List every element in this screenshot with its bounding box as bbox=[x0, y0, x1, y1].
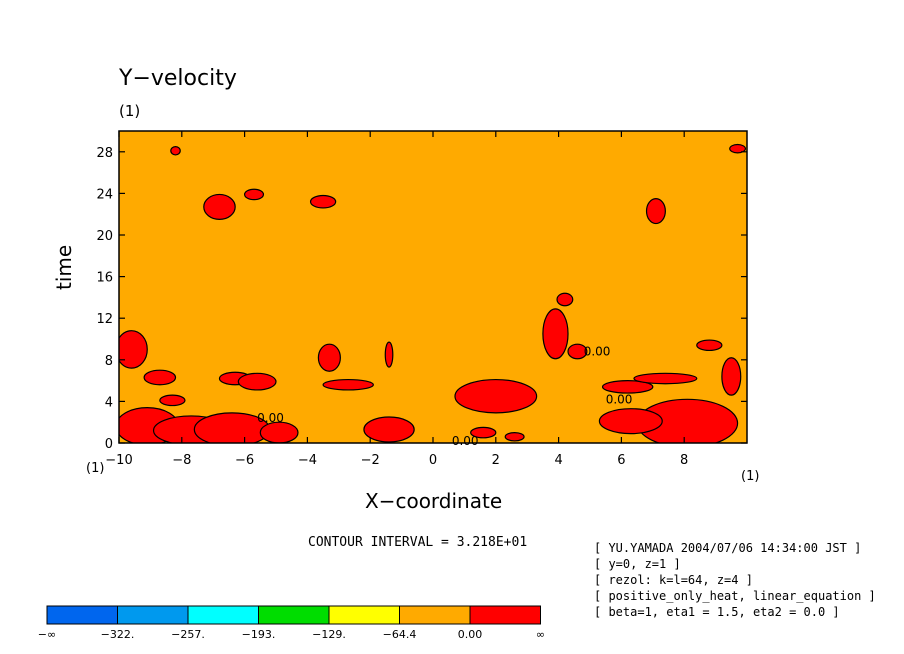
positive-region bbox=[322, 378, 374, 391]
positive-region bbox=[633, 372, 698, 385]
x-tick-label: −10 bbox=[105, 453, 132, 468]
positive-region bbox=[454, 378, 538, 414]
info-line: [ y=0, z=1 ] bbox=[594, 557, 681, 571]
y-tick-label: 24 bbox=[96, 187, 113, 202]
positive-region bbox=[237, 372, 277, 391]
positive-region bbox=[645, 198, 666, 225]
contour-label: 0.00 bbox=[257, 411, 284, 425]
positive-region bbox=[143, 369, 177, 386]
info-line: [ positive_only_heat, linear_equation ] bbox=[594, 589, 876, 603]
colorbar-level-label: −∞ bbox=[38, 628, 56, 641]
contour-label: 0.00 bbox=[606, 392, 633, 406]
positive-region bbox=[244, 188, 265, 201]
positive-region bbox=[384, 341, 394, 368]
positive-region bbox=[363, 416, 415, 443]
x-tick-label: 0 bbox=[429, 453, 437, 468]
positive-regions bbox=[119, 143, 747, 443]
x-tick-label: 4 bbox=[554, 453, 562, 468]
contour-interval: CONTOUR INTERVAL = 3.218E+01 bbox=[308, 535, 528, 550]
x-tick-label: −8 bbox=[172, 453, 191, 468]
colorbar-level-label: −257. bbox=[171, 628, 205, 641]
positive-region bbox=[567, 343, 588, 360]
y-tick-label: 4 bbox=[105, 395, 113, 410]
y-tick-label: 8 bbox=[105, 354, 113, 369]
colorbar-swatch bbox=[399, 605, 471, 625]
x-axis-label: X−coordinate bbox=[365, 489, 503, 513]
y-tick-label: 0 bbox=[105, 437, 113, 452]
x-tick-label: −6 bbox=[235, 453, 254, 468]
positive-region bbox=[542, 308, 569, 360]
positive-region bbox=[170, 145, 181, 156]
positive-region bbox=[309, 194, 337, 209]
positive-region bbox=[203, 193, 236, 221]
y-tick-label: 28 bbox=[96, 146, 113, 161]
y-tick-label: 20 bbox=[96, 229, 113, 244]
x-tick-label: −2 bbox=[361, 453, 380, 468]
info-line: [ beta=1, eta1 = 1.5, eta2 = 0.0 ] bbox=[594, 605, 840, 619]
positive-region bbox=[119, 330, 148, 369]
x-tick-label: 2 bbox=[492, 453, 500, 468]
colorbar-level-label: −129. bbox=[312, 628, 346, 641]
colorbar-level-label: ∞ bbox=[536, 628, 545, 641]
colorbar-swatch bbox=[117, 605, 189, 625]
y-tick-label: 12 bbox=[96, 312, 113, 327]
run-info: [ YU.YAMADA 2004/07/06 14:34:00 JST ] [ … bbox=[594, 540, 876, 620]
colorbar-swatch bbox=[46, 605, 118, 625]
positive-region bbox=[556, 292, 574, 307]
contour-label: 0.00 bbox=[584, 344, 611, 358]
positive-region bbox=[696, 339, 723, 352]
positive-region bbox=[470, 426, 497, 439]
positive-region bbox=[729, 143, 747, 154]
x-tick-label: 6 bbox=[617, 453, 625, 468]
plot-background bbox=[119, 131, 747, 443]
colorbar-swatch bbox=[328, 605, 400, 625]
unit-label-bottom-left: (1) bbox=[86, 461, 105, 476]
unit-label-bottom-right: (1) bbox=[741, 469, 760, 484]
info-line: [ rezol: k=l=64, z=4 ] bbox=[594, 573, 753, 587]
positive-region bbox=[317, 343, 341, 372]
colorbar: −∞ −322. −257. −193. −129. −64.4 0.00 ∞ bbox=[38, 605, 545, 641]
unit-label-top: (1) bbox=[119, 102, 141, 120]
x-tick-label: −4 bbox=[298, 453, 317, 468]
colorbar-swatch bbox=[258, 605, 330, 625]
colorbar-level-label: −64.4 bbox=[383, 628, 417, 641]
y-tick-label: 16 bbox=[96, 271, 113, 286]
positive-region bbox=[504, 432, 525, 442]
positive-region bbox=[598, 408, 663, 435]
positive-region bbox=[159, 394, 186, 407]
x-tick-label: 8 bbox=[680, 453, 688, 468]
colorbar-level-label: 0.00 bbox=[458, 628, 483, 641]
positive-region bbox=[601, 380, 654, 394]
info-line: [ YU.YAMADA 2004/07/06 14:34:00 JST ] bbox=[594, 541, 862, 555]
contour-labels: 0.00 0.00 0.00 0.00 bbox=[257, 344, 632, 447]
colorbar-level-label: −322. bbox=[101, 628, 135, 641]
colorbar-level-label: −193. bbox=[242, 628, 276, 641]
positive-region bbox=[259, 421, 299, 443]
colorbar-swatch bbox=[187, 605, 259, 625]
contour-label: 0.00 bbox=[452, 434, 479, 448]
positive-region bbox=[721, 357, 742, 396]
chart-title: Y−velocity bbox=[119, 66, 237, 91]
colorbar-swatch bbox=[469, 605, 541, 625]
